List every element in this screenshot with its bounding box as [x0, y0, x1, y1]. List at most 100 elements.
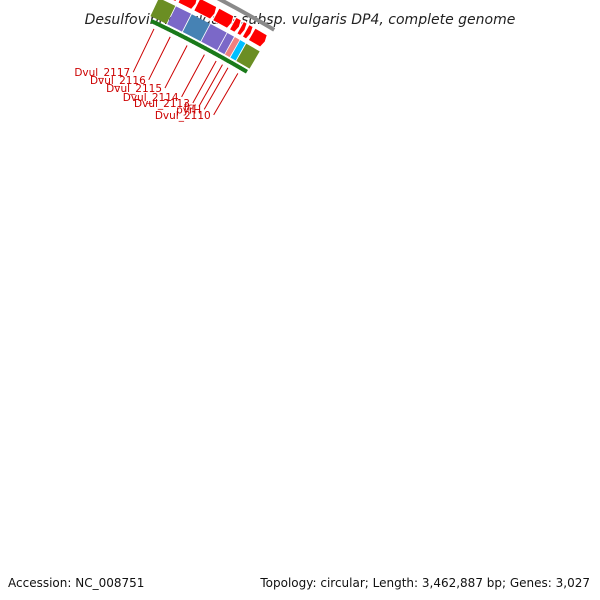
inner-tick: [195, 41, 200, 47]
inner-tick: [219, 54, 224, 60]
label-leader: [213, 73, 239, 116]
inner-tick: [198, 43, 203, 49]
gene-segment: [182, 14, 210, 42]
label-leader: [198, 64, 223, 107]
inner-tick: [187, 37, 192, 43]
inner-tick-marks: [150, 19, 248, 74]
inner-tick: [150, 19, 155, 24]
topology-summary: Topology: circular; Length: 3,462,887 bp…: [259, 576, 590, 590]
accession-text: Accession: NC_008751: [8, 576, 144, 590]
inner-tick: [192, 40, 197, 45]
inner-tick: [182, 35, 187, 40]
gene-label: frr: [184, 101, 197, 113]
inner-tick: [156, 22, 161, 27]
inner-tick: [236, 64, 241, 70]
inner-tick: [165, 26, 170, 32]
inner-tick: [190, 39, 195, 44]
gene-label: Dvul_2117: [74, 67, 130, 79]
inner-tick: [221, 55, 226, 61]
inner-tick: [189, 38, 194, 44]
inner-tick: [175, 31, 180, 37]
inner-tick: [193, 40, 198, 46]
inner-tick: [227, 59, 232, 64]
inner-tick: [196, 42, 201, 48]
inner-tick: [205, 47, 211, 53]
inner-tick: [222, 56, 227, 62]
inner-tick: [172, 29, 177, 35]
inner-tick: [209, 49, 214, 54]
inner-tick: [176, 32, 181, 37]
label-leader: [132, 28, 155, 73]
forward-arrow: [247, 27, 269, 50]
forward-arrow: [211, 7, 236, 31]
label-leader: [203, 67, 229, 110]
inner-tick: [184, 36, 189, 41]
label-leader: [164, 45, 188, 89]
inner-tick: [199, 44, 204, 49]
gene-segment: [150, 0, 176, 24]
genome-backbone: [216, 0, 276, 32]
gene-segments: [150, 0, 260, 69]
gene-segment: [167, 6, 192, 32]
inner-tick: [224, 57, 229, 63]
inner-tick: [243, 68, 248, 74]
inner-tick: [161, 24, 166, 30]
gene-label: Dvul_2113: [134, 98, 190, 110]
inner-tick: [239, 66, 244, 71]
gene-segment: [224, 37, 240, 58]
inner-tick: [153, 20, 158, 26]
label-leader: [148, 36, 171, 81]
forward-arrow: [236, 20, 249, 39]
gene-label: Dvul_2115: [106, 83, 162, 95]
forward-arrows: [171, 0, 269, 50]
inner-tick: [204, 46, 209, 52]
inner-tick: [157, 22, 162, 28]
label-leader: [192, 60, 217, 104]
inner-tick: [228, 60, 233, 65]
inner-tick: [159, 23, 164, 29]
inner-tick: [237, 65, 242, 70]
inner-tick: [242, 67, 247, 73]
forward-arrow: [171, 0, 178, 5]
inner-tick: [231, 61, 236, 67]
inner-tick: [230, 60, 235, 66]
forward-arrow: [193, 0, 218, 22]
map-title: Desulfovibrio vulgaris subsp. vulgaris D…: [85, 12, 516, 28]
gene-label: Dvul_2110: [155, 110, 211, 122]
inner-tick: [179, 33, 184, 39]
inner-tick: [151, 19, 156, 25]
inner-tick: [234, 63, 239, 69]
inner-tick: [170, 28, 175, 34]
gene-segment: [201, 23, 227, 51]
inner-tick: [164, 25, 169, 31]
inner-tick: [213, 51, 218, 57]
gene-label: pyrH: [176, 104, 201, 116]
inner-tick: [201, 44, 206, 50]
inner-tick: [225, 58, 230, 64]
gene-segment: [236, 43, 260, 69]
forward-arrow: [228, 16, 243, 35]
inner-tick: [167, 27, 172, 33]
inner-tick: [162, 25, 167, 30]
forward-arrow: [241, 23, 255, 42]
gene-labels: Dvul_2117Dvul_2116Dvul_2115Dvul_2114Dvul…: [74, 28, 239, 122]
inner-tick: [181, 34, 186, 40]
gene-label: Dvul_2116: [90, 75, 146, 87]
inner-tick: [202, 45, 207, 51]
inner-tick: [215, 52, 220, 58]
gene-segment: [217, 33, 235, 55]
inner-tick: [233, 62, 238, 68]
inner-tick: [210, 49, 215, 55]
inner-tick: [212, 50, 217, 56]
inner-tick: [216, 53, 221, 58]
inner-tick: [154, 21, 159, 27]
inner-tick: [218, 54, 223, 59]
gene-label: Dvul_2114: [123, 92, 179, 104]
inner-tick: [185, 36, 191, 42]
inner-tick: [207, 48, 212, 53]
inner-tick: [178, 32, 183, 38]
inner-tick: [168, 28, 173, 33]
inner-tick: [240, 67, 245, 72]
inner-tick: [173, 30, 178, 36]
